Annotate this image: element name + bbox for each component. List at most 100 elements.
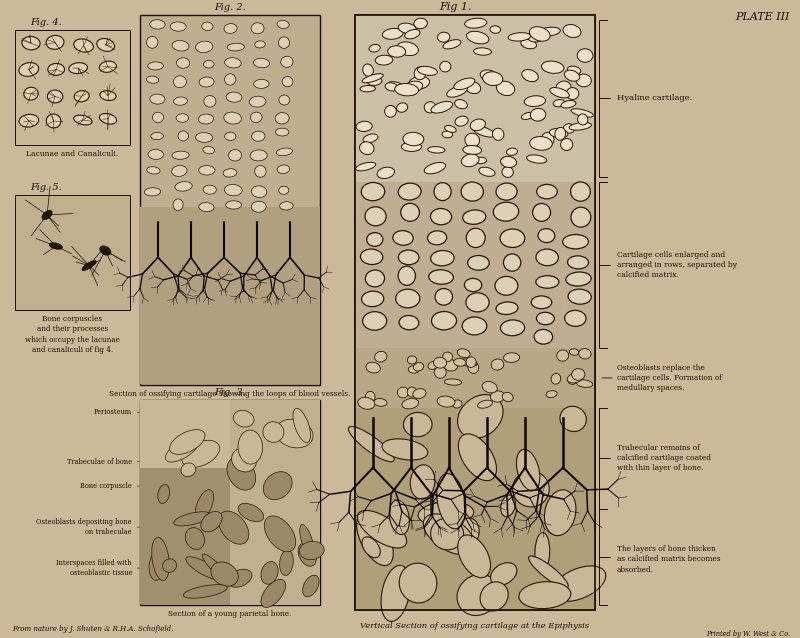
- Ellipse shape: [357, 512, 394, 566]
- Ellipse shape: [480, 582, 508, 611]
- Ellipse shape: [381, 565, 410, 621]
- Ellipse shape: [173, 199, 183, 211]
- Ellipse shape: [150, 20, 165, 29]
- Ellipse shape: [172, 165, 187, 177]
- Text: Interspaces filled with
osteoblastic tissue: Interspaces filled with osteoblastic tis…: [57, 559, 139, 577]
- Ellipse shape: [227, 569, 252, 587]
- Ellipse shape: [463, 145, 482, 154]
- Bar: [140, 207, 320, 384]
- Ellipse shape: [431, 101, 453, 113]
- Ellipse shape: [555, 128, 566, 140]
- Ellipse shape: [522, 70, 538, 82]
- Ellipse shape: [382, 28, 403, 40]
- Text: Osteoblasts replace the
cartilage cells. Formation of
medullary spaces.: Osteoblasts replace the cartilage cells.…: [617, 364, 722, 392]
- Ellipse shape: [434, 367, 446, 378]
- Ellipse shape: [385, 105, 396, 117]
- Ellipse shape: [398, 250, 419, 265]
- Ellipse shape: [149, 552, 164, 581]
- Ellipse shape: [460, 359, 477, 367]
- Text: Printed by W. West & Co.: Printed by W. West & Co.: [706, 630, 790, 638]
- Ellipse shape: [146, 36, 158, 48]
- Ellipse shape: [19, 114, 38, 127]
- Ellipse shape: [277, 165, 290, 174]
- Ellipse shape: [495, 276, 518, 295]
- Ellipse shape: [278, 186, 289, 195]
- Ellipse shape: [397, 42, 418, 56]
- Ellipse shape: [578, 348, 591, 359]
- Ellipse shape: [474, 48, 491, 55]
- Ellipse shape: [176, 114, 189, 122]
- Ellipse shape: [454, 359, 466, 366]
- Ellipse shape: [431, 311, 457, 330]
- Text: Section of ossifying cartilage shewing the loops of blood vessels.: Section of ossifying cartilage shewing t…: [110, 390, 350, 398]
- Ellipse shape: [550, 87, 570, 98]
- Ellipse shape: [176, 58, 190, 68]
- Ellipse shape: [299, 541, 324, 560]
- Ellipse shape: [199, 202, 214, 212]
- Ellipse shape: [491, 359, 504, 370]
- Ellipse shape: [224, 184, 242, 196]
- Ellipse shape: [537, 312, 554, 325]
- Ellipse shape: [148, 149, 163, 160]
- Ellipse shape: [566, 272, 591, 286]
- Ellipse shape: [409, 77, 430, 89]
- Ellipse shape: [74, 39, 94, 52]
- Text: Fig. 3.: Fig. 3.: [214, 388, 246, 397]
- Ellipse shape: [74, 91, 89, 102]
- Ellipse shape: [146, 76, 159, 84]
- Ellipse shape: [538, 228, 555, 242]
- Ellipse shape: [565, 310, 586, 327]
- Ellipse shape: [275, 112, 289, 124]
- Ellipse shape: [377, 167, 394, 179]
- Ellipse shape: [261, 561, 278, 584]
- Ellipse shape: [561, 101, 576, 108]
- Ellipse shape: [263, 471, 292, 500]
- Bar: [355, 15, 595, 610]
- Ellipse shape: [227, 43, 245, 51]
- Ellipse shape: [466, 228, 485, 248]
- Ellipse shape: [424, 163, 446, 174]
- Ellipse shape: [424, 101, 436, 113]
- Ellipse shape: [529, 556, 568, 588]
- Ellipse shape: [362, 74, 383, 83]
- Ellipse shape: [490, 391, 505, 402]
- Ellipse shape: [394, 84, 418, 96]
- Ellipse shape: [530, 27, 550, 41]
- Bar: [355, 408, 595, 610]
- Ellipse shape: [382, 439, 428, 460]
- Text: Trabecular remains of
calcified cartilage coated
with thin layer of bone.: Trabecular remains of calcified cartilag…: [617, 444, 711, 472]
- Bar: [140, 400, 230, 468]
- Ellipse shape: [446, 86, 467, 97]
- Text: Fig. 5.: Fig. 5.: [30, 183, 62, 192]
- Ellipse shape: [502, 167, 514, 177]
- Ellipse shape: [458, 395, 503, 438]
- Ellipse shape: [435, 288, 453, 305]
- Ellipse shape: [537, 184, 558, 199]
- Ellipse shape: [186, 528, 205, 549]
- Bar: [355, 348, 595, 408]
- Ellipse shape: [405, 29, 420, 39]
- Ellipse shape: [366, 391, 375, 403]
- Bar: [140, 468, 230, 604]
- Ellipse shape: [557, 350, 569, 361]
- Ellipse shape: [526, 155, 547, 163]
- Ellipse shape: [423, 514, 475, 555]
- Ellipse shape: [225, 74, 236, 85]
- Ellipse shape: [468, 362, 478, 373]
- Ellipse shape: [465, 81, 481, 94]
- Ellipse shape: [224, 24, 237, 33]
- Ellipse shape: [455, 116, 468, 126]
- Ellipse shape: [571, 108, 594, 117]
- Ellipse shape: [472, 126, 495, 137]
- Ellipse shape: [234, 410, 254, 427]
- Ellipse shape: [561, 138, 573, 151]
- Ellipse shape: [478, 400, 493, 408]
- Ellipse shape: [508, 33, 530, 41]
- Ellipse shape: [533, 204, 550, 221]
- Ellipse shape: [99, 61, 116, 72]
- Ellipse shape: [570, 349, 578, 355]
- Ellipse shape: [300, 524, 314, 557]
- Ellipse shape: [407, 356, 417, 364]
- Ellipse shape: [434, 182, 451, 200]
- Ellipse shape: [494, 202, 518, 221]
